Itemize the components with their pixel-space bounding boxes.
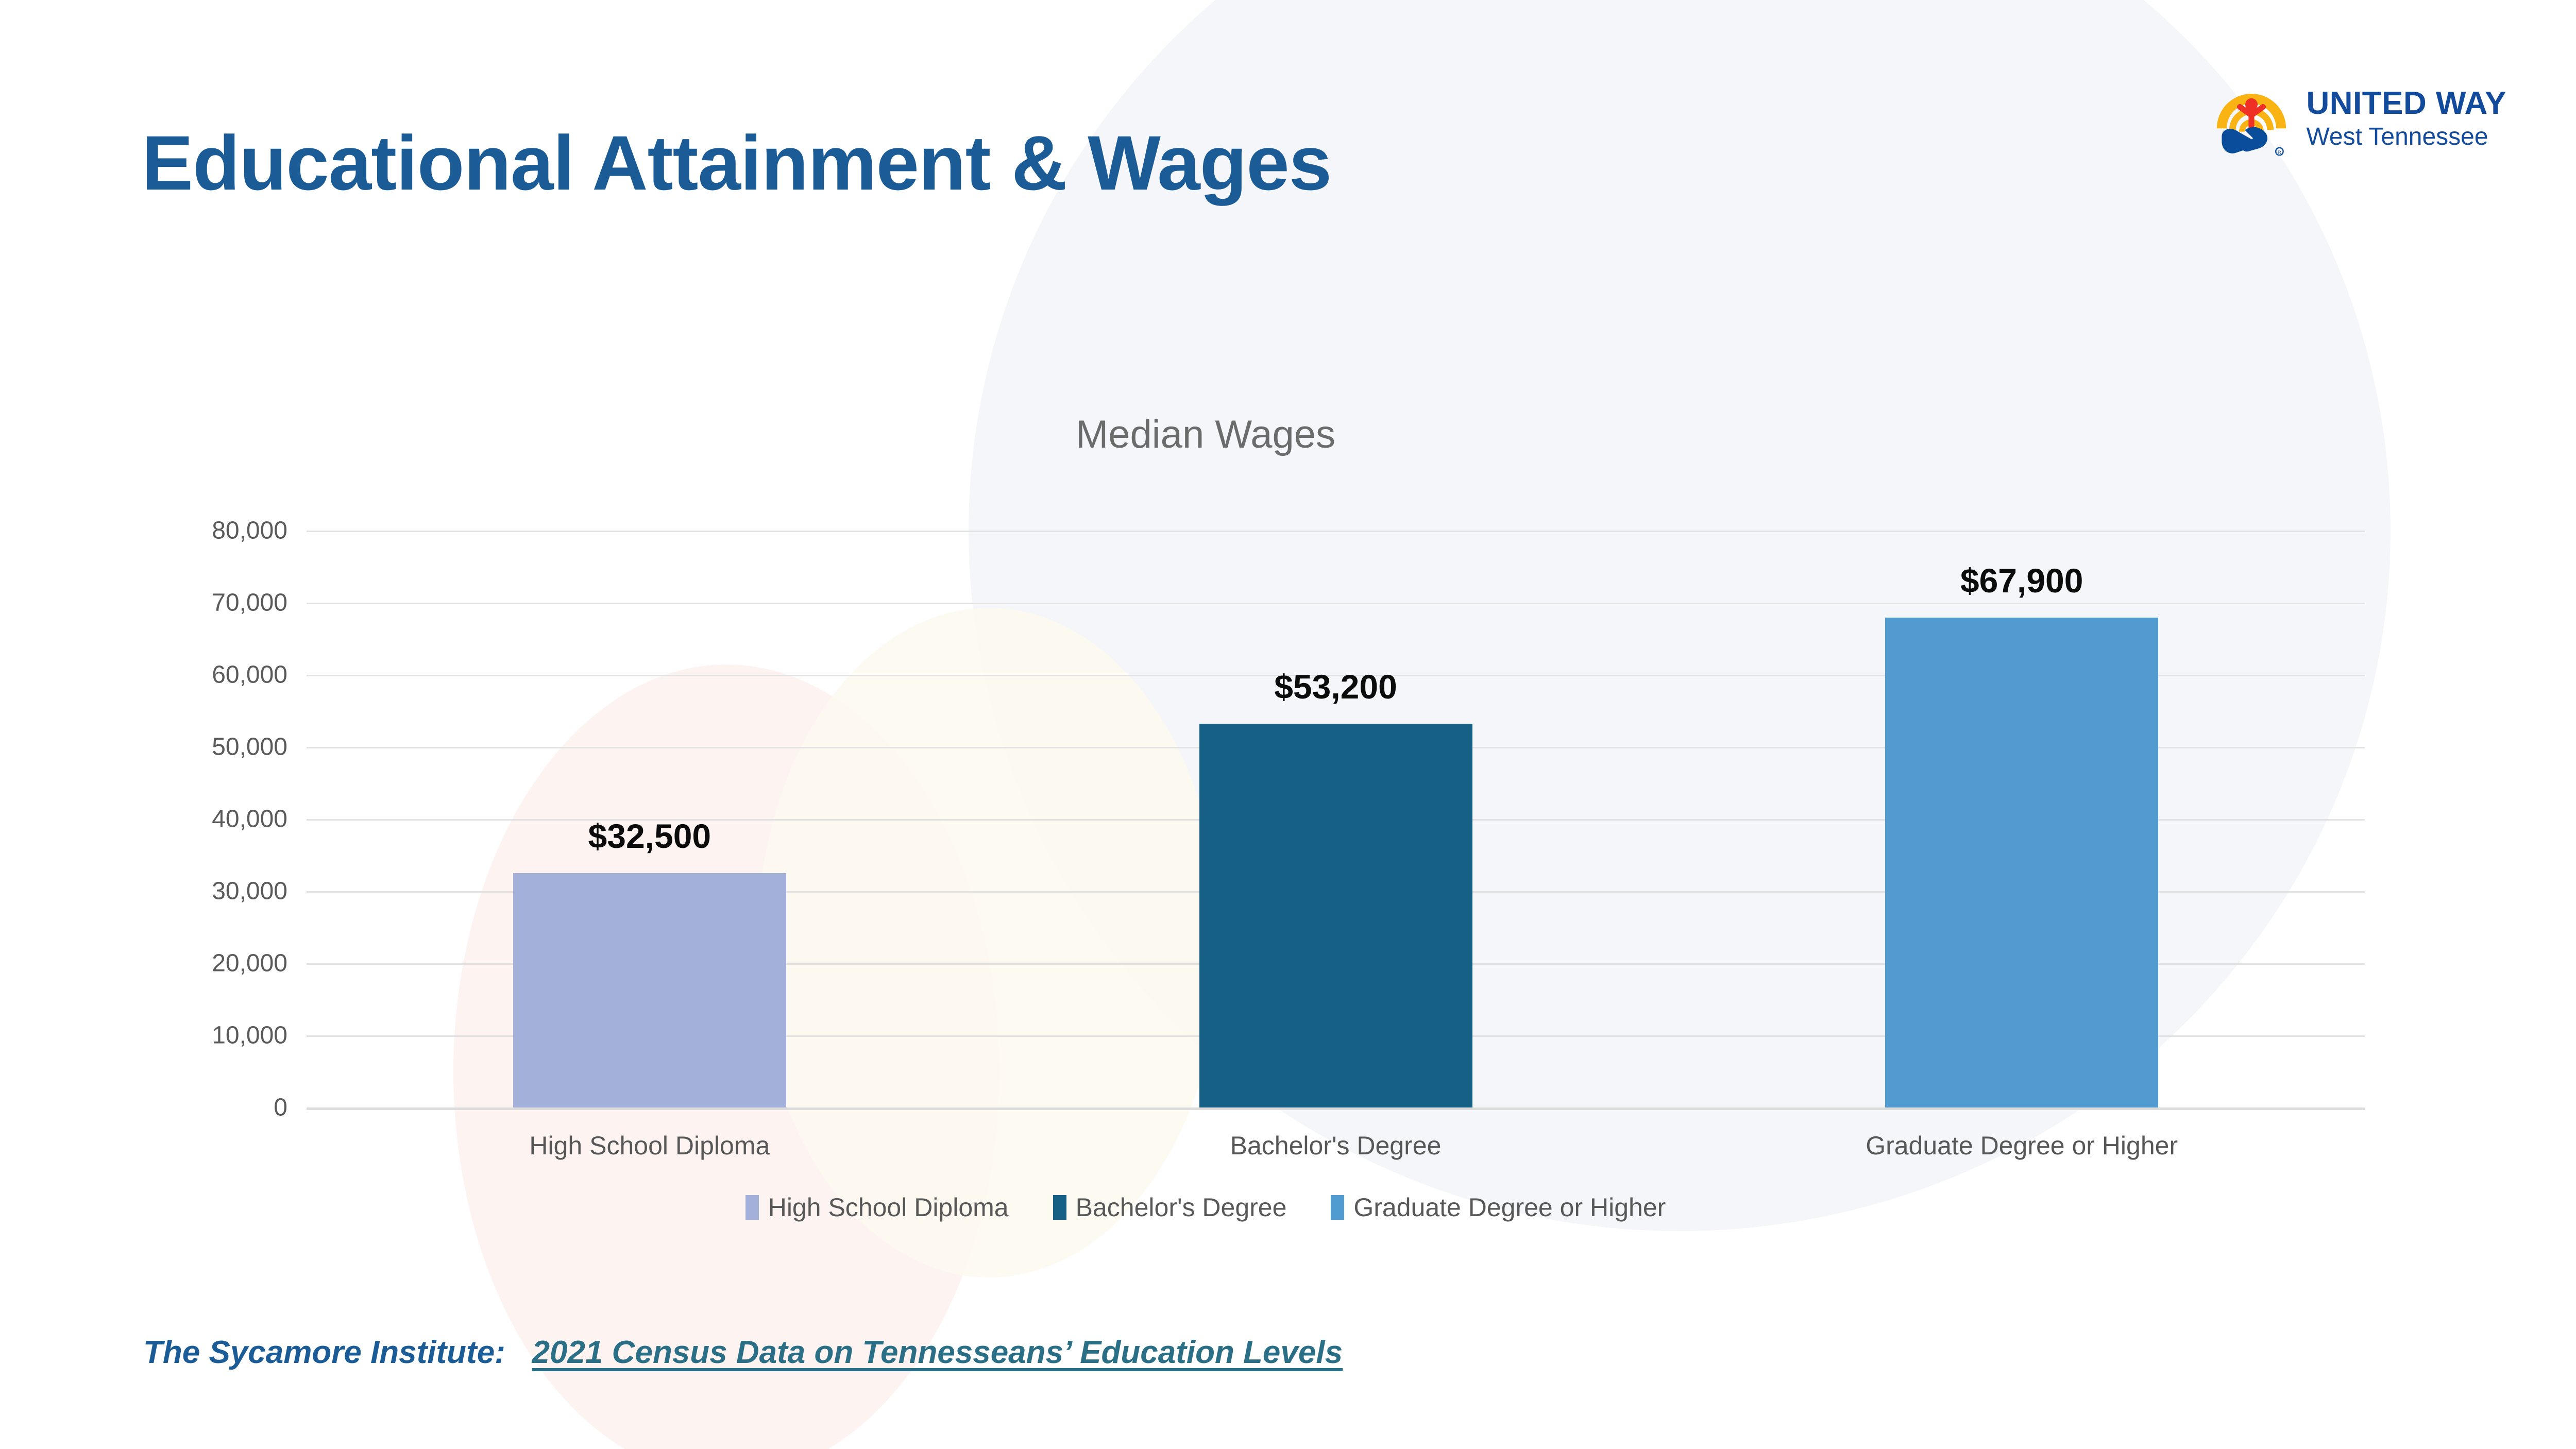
chart-legend: High School Diploma Bachelor's Degree Grad… (0, 1192, 2411, 1222)
bar (1199, 724, 1472, 1107)
source-citation: The Sycamore Institute: 2021 Census Data… (143, 1334, 1343, 1371)
svg-text:R: R (2278, 150, 2281, 156)
x-axis-category-label: Bachelor's Degree (1230, 1131, 1442, 1160)
bar (1885, 618, 2159, 1107)
legend-label: Bachelor's Degree (1075, 1193, 1287, 1222)
y-axis-tick-label: 0 (274, 1094, 287, 1121)
y-axis-tick-label: 70,000 (212, 589, 287, 617)
legend-swatch-icon (745, 1195, 759, 1220)
gridline (307, 603, 2365, 604)
logo-subtitle: West Tennessee (2306, 123, 2488, 150)
x-axis-category-label: Graduate Degree or Higher (1866, 1131, 2178, 1160)
bar (513, 873, 786, 1107)
x-axis-category-label: High School Diploma (529, 1131, 770, 1160)
legend-swatch-icon (1053, 1195, 1066, 1220)
legend-item[interactable]: Graduate Degree or Higher (1331, 1192, 1666, 1222)
legend-label: High School Diploma (768, 1193, 1009, 1222)
y-axis-tick-label: 30,000 (212, 877, 287, 905)
y-axis-tick-label: 60,000 (212, 661, 287, 689)
legend-item[interactable]: High School Diploma (745, 1192, 1009, 1222)
y-axis-tick-label: 10,000 (212, 1021, 287, 1049)
median-wages-chart: Median Wages 80,000 70,000 60,000 50,000 40,… (0, 391, 2411, 1257)
united-way-mark-icon: R (2217, 94, 2286, 156)
gridline (307, 675, 2365, 676)
logo-title: UNITED WAY (2306, 86, 2506, 121)
bar-value-label: $53,200 (1274, 668, 1397, 706)
page-title: Educational Attainment & Wages (142, 120, 1332, 206)
plot-area (307, 531, 2365, 1110)
united-way-logo: R UNITED WAY West Tennessee (2210, 77, 2506, 160)
y-axis-tick-label: 80,000 (212, 517, 287, 544)
legend-item[interactable]: Bachelor's Degree (1053, 1192, 1287, 1222)
chart-title: Median Wages (1075, 413, 1336, 456)
axis-baseline (307, 1107, 2365, 1110)
y-axis-tick-label: 20,000 (212, 949, 287, 977)
bar-value-label: $32,500 (588, 817, 711, 855)
bar-value-label: $67,900 (1960, 561, 2083, 600)
y-axis-tick-label: 40,000 (212, 805, 287, 833)
legend-label: Graduate Degree or Higher (1353, 1193, 1666, 1222)
source-link[interactable]: 2021 Census Data on Tennesseans’ Educati… (532, 1335, 1343, 1370)
gridline (307, 531, 2365, 532)
legend-swatch-icon (1331, 1195, 1345, 1220)
y-axis-tick-label: 50,000 (212, 733, 287, 761)
source-label: The Sycamore Institute: (143, 1335, 505, 1370)
